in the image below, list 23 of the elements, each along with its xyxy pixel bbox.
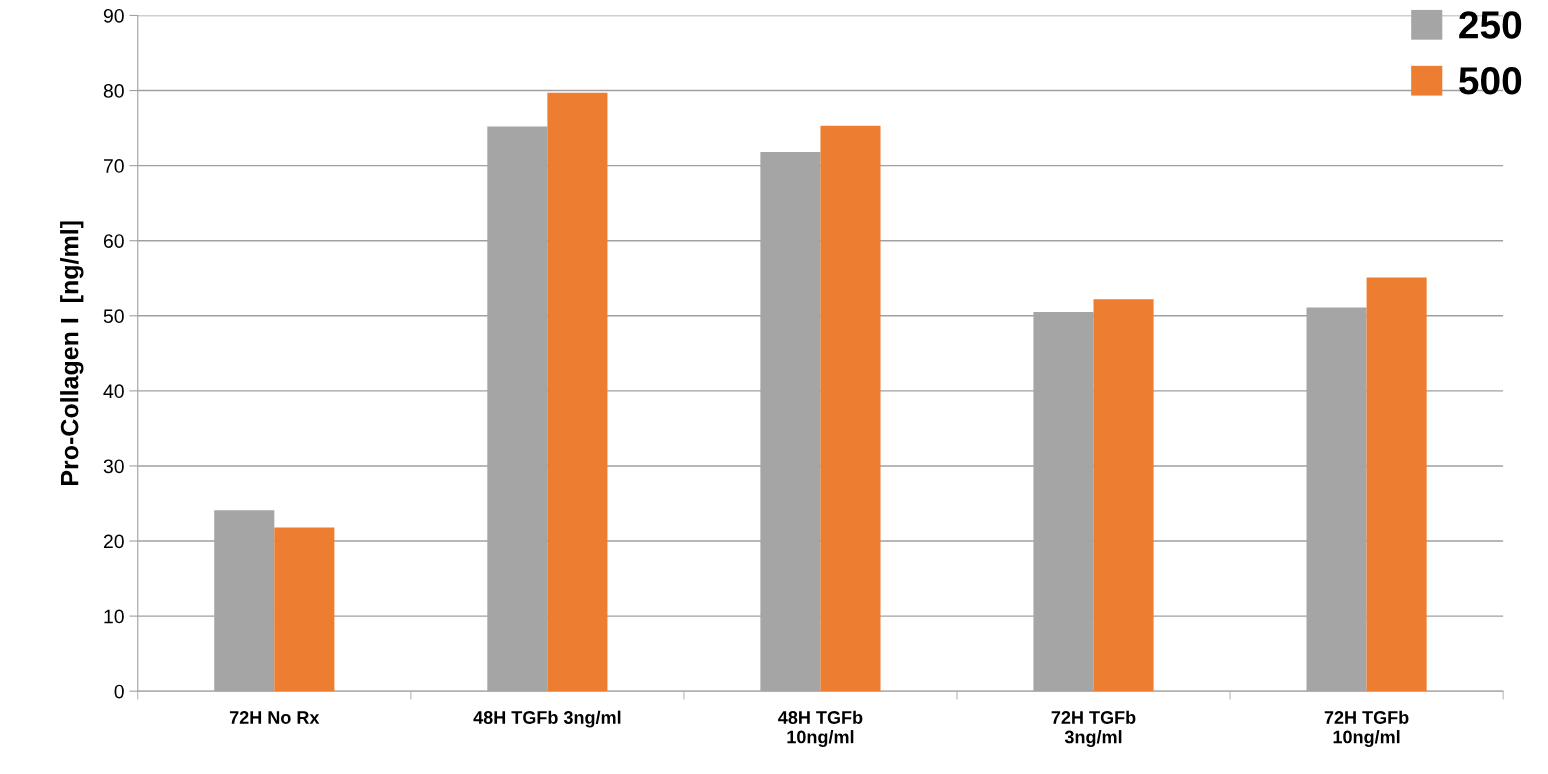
y-tick-label: 50 <box>103 309 124 324</box>
bar <box>274 527 335 692</box>
y-tick-label: 10 <box>104 609 124 624</box>
y-tick-label: 70 <box>103 159 124 173</box>
x-tick-label: 48H TGFb 3ng/ml <box>473 710 621 728</box>
y-tick-label: 20 <box>103 534 124 549</box>
bar <box>547 92 608 692</box>
x-tick-label: 72H TGFb 3ng/ml <box>1051 710 1136 747</box>
y-tick-label: 90 <box>103 8 124 23</box>
legend-label: 500 <box>1459 67 1522 95</box>
x-tick-label: 72H TGFb 10ng/ml <box>1324 710 1409 747</box>
bar <box>1366 277 1427 692</box>
x-tick-label: 72H No Rx <box>229 711 320 724</box>
y-tick-label: 0 <box>114 684 124 699</box>
y-axis-title: Pro-Collagen I [ng/ml] <box>60 221 84 485</box>
bar <box>1093 299 1154 692</box>
y-tick-label: 80 <box>103 84 124 98</box>
y-tick-label: 60 <box>103 234 124 248</box>
y-tick-label: 40 <box>103 384 124 399</box>
bar <box>820 125 881 692</box>
y-tick-label: 30 <box>103 459 124 474</box>
x-tick-label: 48H TGFb 10ng/ml <box>778 710 863 747</box>
legend-label: 250 <box>1459 11 1522 39</box>
